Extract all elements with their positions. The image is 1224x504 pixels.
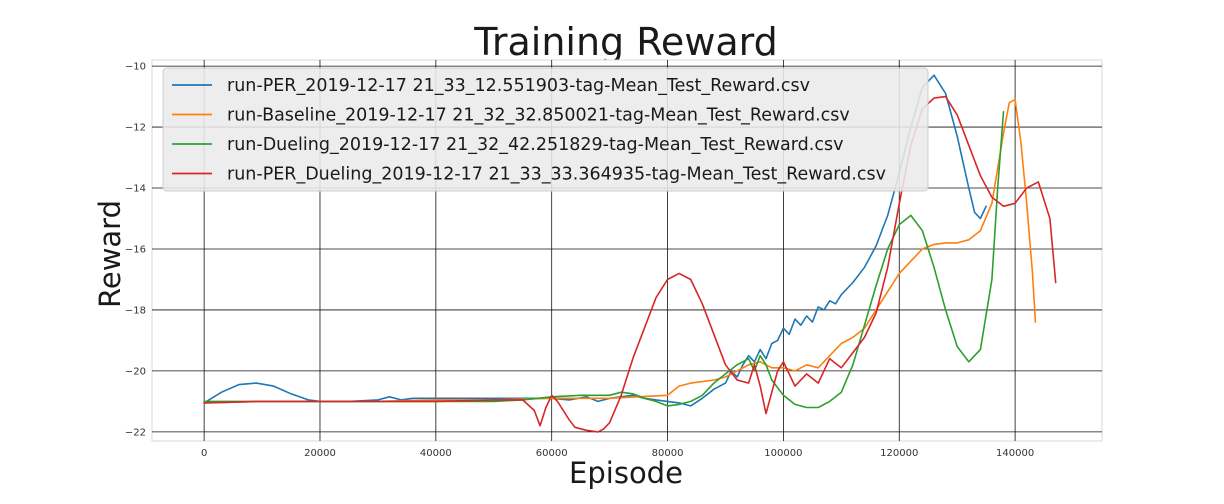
series-line-1	[203, 98, 1037, 404]
y-tick-label: −16	[125, 244, 146, 255]
x-tick-labels: 0 20000 40000 60000 80000 100000 120000 140000	[201, 448, 1034, 459]
legend-label-2: run-Dueling_2019-12-17 21_32_42.251829-t…	[227, 135, 843, 155]
y-tick-label: −10	[125, 62, 146, 73]
x-axis-label: Episode	[569, 456, 683, 490]
y-tick-label: −14	[125, 184, 146, 195]
y-tick-labels: −22 −20 −18 −16 −14 −12 −10	[125, 62, 146, 439]
x-tick-label: 40000	[420, 448, 452, 459]
x-tick-label: 100000	[764, 448, 802, 459]
x-tick-label: 0	[201, 448, 207, 459]
legend: run-PER_2019-12-17 21_33_12.551903-tag-M…	[162, 67, 929, 192]
x-tick-label: 120000	[880, 448, 918, 459]
series-line-0	[203, 74, 987, 407]
legend-label-3: run-PER_Dueling_2019-12-17 21_33_33.3649…	[227, 165, 886, 185]
chart-title: Training Reward	[473, 20, 778, 64]
legend-label-0: run-PER_2019-12-17 21_33_12.551903-tag-M…	[227, 76, 810, 96]
x-tick-label: 20000	[304, 448, 336, 459]
x-tick-label: 140000	[996, 448, 1034, 459]
y-axis-label: Reward	[93, 200, 127, 308]
x-tick-label: 60000	[536, 448, 568, 459]
legend-box	[162, 67, 929, 192]
legend-label-1: run-Baseline_2019-12-17 21_32_32.850021-…	[227, 106, 850, 126]
y-tick-label: −22	[125, 427, 146, 438]
y-tick-label: −20	[125, 366, 146, 377]
series-line-2	[203, 111, 1005, 409]
x-tick-label: 80000	[652, 448, 684, 459]
y-tick-label: −18	[125, 305, 146, 316]
y-tick-label: −12	[125, 123, 146, 134]
series-line-3	[203, 95, 1057, 433]
series-lines	[203, 74, 1057, 433]
